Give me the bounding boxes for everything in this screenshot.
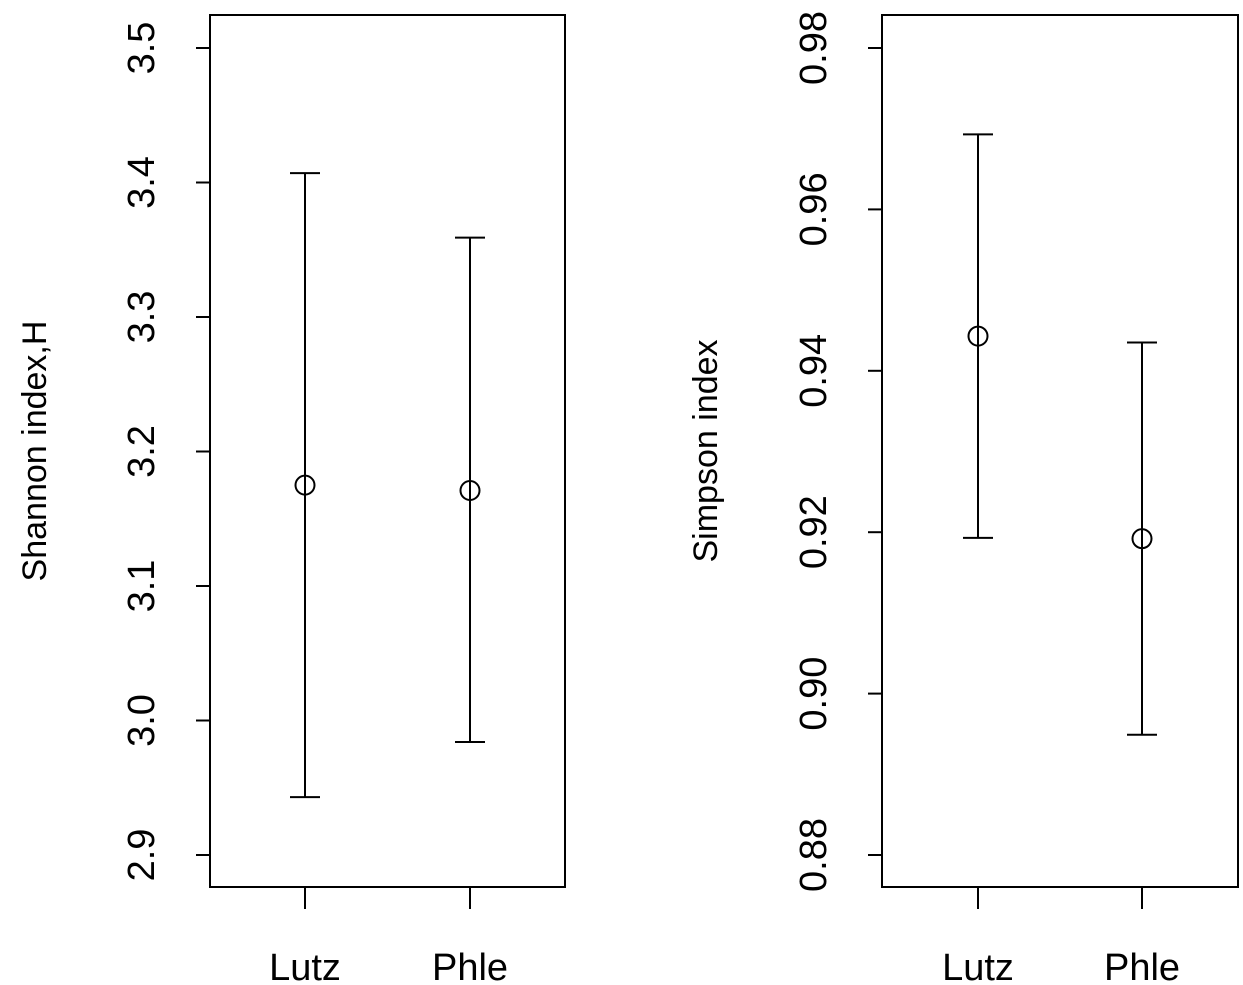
shannon-x-tick-label: Lutz xyxy=(269,947,341,985)
shannon-plot-frame xyxy=(209,14,566,888)
shannon-mean-point xyxy=(459,480,481,502)
shannon-y-tick-label: 3.2 xyxy=(121,425,163,478)
shannon-y-tick-label: 3.1 xyxy=(121,560,163,613)
simpson-y-tick-label: 0.88 xyxy=(793,818,835,892)
simpson-y-tick-label: 0.90 xyxy=(793,657,835,731)
simpson-x-tick-label: Lutz xyxy=(942,947,1014,985)
shannon-y-tick-label: 3.0 xyxy=(121,694,163,747)
shannon-mean-point xyxy=(294,474,316,496)
simpson-plot-frame xyxy=(881,14,1239,888)
simpson-mean-point xyxy=(967,325,989,347)
simpson-panel: Simpson index 0.88 0.90 0.92 0.94 0.96 0.98 Lu… xyxy=(687,11,1239,985)
shannon-y-tick-label: 3.3 xyxy=(121,291,163,344)
shannon-panel: Shannon index,H 2.9 3.0 3.1 3.2 3.3 3.4 3.5 Lut… xyxy=(16,14,566,985)
shannon-y-axis-label: Shannon index,H xyxy=(16,321,54,582)
shannon-y-tick-label: 3.4 xyxy=(121,156,163,209)
simpson-x-tick-label: Phle xyxy=(1104,947,1180,985)
shannon-y-tick-label: 3.5 xyxy=(121,22,163,75)
simpson-y-tick-label: 0.98 xyxy=(793,11,835,85)
simpson-mean-point xyxy=(1131,528,1153,550)
shannon-x-tick-label: Phle xyxy=(432,947,508,985)
shannon-y-tick-label: 2.9 xyxy=(121,829,163,882)
simpson-y-tick-label: 0.92 xyxy=(793,495,835,569)
simpson-y-tick-label: 0.96 xyxy=(793,172,835,246)
simpson-y-axis-label: Simpson index xyxy=(687,339,725,562)
simpson-y-tick-label: 0.94 xyxy=(793,334,835,408)
